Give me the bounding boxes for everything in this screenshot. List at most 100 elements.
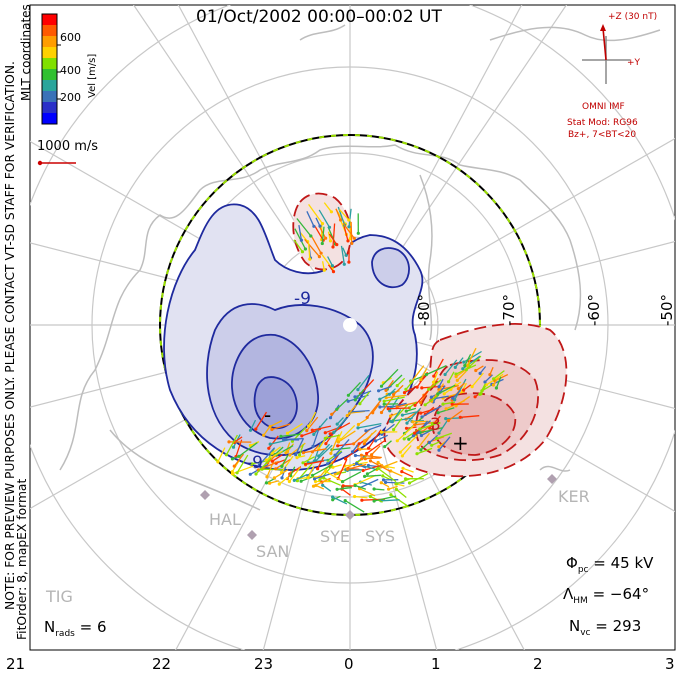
- velocity-vector-origin: [379, 384, 384, 388]
- velocity-vector: [419, 427, 443, 434]
- velocity-vector-origin: [324, 236, 328, 240]
- velocity-vector-origin: [454, 372, 458, 376]
- velocity-vector-origin: [444, 417, 448, 421]
- reference-vector-label: 1000 m/s: [37, 139, 99, 154]
- velocity-vector-origin: [430, 443, 434, 447]
- velocity-vector-origin: [456, 387, 460, 391]
- velocity-vector-origin: [378, 405, 382, 409]
- velocity-vector: [396, 477, 414, 485]
- velocity-vector: [426, 365, 447, 376]
- velocity-vector-origin: [323, 469, 327, 473]
- velocity-vector: [359, 391, 370, 405]
- velocity-vector-origin: [484, 383, 488, 387]
- velocity-vector-origin: [400, 413, 404, 417]
- velocity-vector: [386, 394, 407, 399]
- velocity-vector: [359, 488, 376, 497]
- velocity-vector: [255, 411, 268, 430]
- mlt-label-0: 0: [344, 655, 354, 673]
- velocity-vector: [364, 429, 377, 442]
- velocity-vector: [294, 473, 308, 481]
- velocity-vector-origin: [427, 441, 431, 445]
- velocity-vector: [283, 438, 300, 441]
- velocity-vector-origin: [392, 428, 396, 432]
- velocity-vector-origin: [372, 499, 376, 503]
- hm-latitude-stat: ΛHM = −64°: [563, 585, 650, 606]
- velocity-vector: [338, 430, 356, 443]
- velocity-vector-origin: [464, 368, 468, 372]
- velocity-vector-origin: [363, 439, 367, 443]
- velocity-vector-origin: [432, 374, 436, 378]
- velocity-vector-origin: [368, 494, 372, 499]
- velocity-vector-origin: [461, 367, 465, 371]
- velocity-vector-origin: [299, 479, 303, 483]
- velocity-vector-origin: [491, 383, 495, 387]
- velocity-vector: [327, 256, 333, 267]
- velocity-vector: [300, 476, 312, 482]
- velocity-vector: [336, 398, 349, 410]
- velocity-vector: [333, 417, 347, 433]
- coordinates-label: MLT coordinates: [19, 4, 33, 101]
- velocity-vector-origin: [227, 440, 231, 444]
- imf-source-label: OMNI IMF: [582, 102, 625, 112]
- velocity-vector-origin: [372, 487, 376, 491]
- velocity-vector-origin: [301, 461, 305, 465]
- velocity-vector-origin: [405, 421, 409, 425]
- velocity-vector: [464, 354, 472, 366]
- velocity-vector-origin: [437, 445, 441, 449]
- velocity-vector-origin: [389, 414, 393, 418]
- velocity-vector: [395, 488, 407, 499]
- velocity-vector: [424, 394, 439, 406]
- velocity-vector-origin: [376, 460, 380, 465]
- velocity-vector-origin: [343, 499, 347, 503]
- velocity-vector-origin: [462, 360, 466, 364]
- velocity-vector-origin: [411, 420, 415, 424]
- velocity-vector-origin: [332, 430, 336, 434]
- velocity-vector-origin: [264, 481, 269, 485]
- velocity-vector-origin: [359, 453, 363, 457]
- velocity-vector-origin: [419, 433, 423, 438]
- velocity-vector-origin: [470, 385, 474, 389]
- velocity-vector: [298, 224, 303, 241]
- mlt-label-2: 2: [533, 655, 543, 673]
- velocity-vector: [375, 434, 388, 442]
- velocity-vector: [319, 460, 334, 478]
- velocity-vector: [305, 460, 325, 465]
- velocity-vector-origin: [458, 415, 462, 419]
- velocity-vector-origin: [400, 470, 404, 474]
- velocity-vector: [495, 376, 502, 389]
- velocity-vector-origin: [427, 387, 431, 391]
- velocity-vector: [360, 464, 376, 470]
- velocity-vector: [259, 447, 276, 466]
- velocity-vector-origin: [327, 225, 332, 229]
- velocity-vector: [298, 443, 305, 456]
- velocity-vector: [321, 226, 325, 244]
- velocity-vector: [339, 209, 350, 221]
- velocity-vector-origin: [288, 453, 292, 457]
- velocity-vector-origin: [272, 476, 276, 480]
- potential-minimum-marker: -: [264, 403, 271, 427]
- velocity-vector: [360, 481, 372, 486]
- velocity-vector: [341, 488, 351, 496]
- velocity-vector-origin: [335, 243, 339, 247]
- velocity-vector: [217, 447, 226, 463]
- velocity-vector: [327, 451, 343, 465]
- velocity-vector-origin: [419, 377, 423, 382]
- velocity-vector-origin: [429, 395, 433, 399]
- velocity-vector: [428, 379, 442, 390]
- velocity-vector-origin: [401, 466, 405, 470]
- velocity-vector: [306, 416, 319, 432]
- velocity-vector: [304, 238, 320, 258]
- velocity-vector: [410, 365, 425, 383]
- velocity-vector: [337, 443, 353, 447]
- map-title: 01/Oct/2002 00:00–00:02 UT: [196, 7, 442, 27]
- velocity-vector: [460, 415, 480, 418]
- velocity-vector-origin: [254, 472, 258, 476]
- velocity-vector: [344, 500, 365, 513]
- nrads-stat: Nrads = 6: [44, 618, 107, 639]
- velocity-vector: [330, 434, 340, 454]
- velocity-vector: [454, 357, 464, 368]
- velocity-vector: [448, 409, 463, 422]
- velocity-vector-origin: [436, 392, 440, 396]
- velocity-vector-origin: [285, 431, 290, 435]
- velocity-vector-origin: [257, 463, 262, 467]
